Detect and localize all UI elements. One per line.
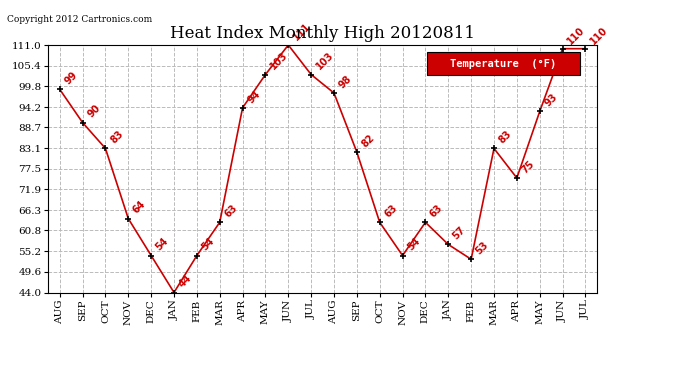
Text: 64: 64 — [131, 199, 148, 216]
Text: 110: 110 — [588, 24, 609, 46]
Text: 53: 53 — [474, 240, 491, 256]
Text: 82: 82 — [359, 133, 376, 149]
Text: 54: 54 — [154, 236, 170, 253]
Title: Heat Index Monthly High 20120811: Heat Index Monthly High 20120811 — [170, 25, 475, 42]
Text: 63: 63 — [222, 203, 239, 219]
Text: 63: 63 — [382, 203, 399, 219]
Text: 103: 103 — [314, 50, 335, 72]
Text: 54: 54 — [405, 236, 422, 253]
Text: 44: 44 — [177, 273, 193, 290]
Text: 83: 83 — [108, 129, 125, 146]
Text: 110: 110 — [565, 24, 586, 46]
Text: 90: 90 — [86, 103, 102, 120]
Text: 111: 111 — [291, 21, 313, 42]
Text: 63: 63 — [428, 203, 445, 219]
Text: 99: 99 — [63, 70, 79, 87]
Text: 75: 75 — [520, 159, 536, 175]
Text: 57: 57 — [451, 225, 468, 242]
Text: 93: 93 — [542, 92, 559, 109]
FancyBboxPatch shape — [427, 53, 580, 75]
Text: 103: 103 — [268, 50, 290, 72]
Text: 94: 94 — [246, 88, 262, 105]
Text: Copyright 2012 Cartronics.com: Copyright 2012 Cartronics.com — [7, 15, 152, 24]
Text: Temperature  (°F): Temperature (°F) — [451, 58, 557, 69]
Text: 83: 83 — [497, 129, 513, 146]
Text: 54: 54 — [199, 236, 216, 253]
Text: 98: 98 — [337, 74, 353, 90]
